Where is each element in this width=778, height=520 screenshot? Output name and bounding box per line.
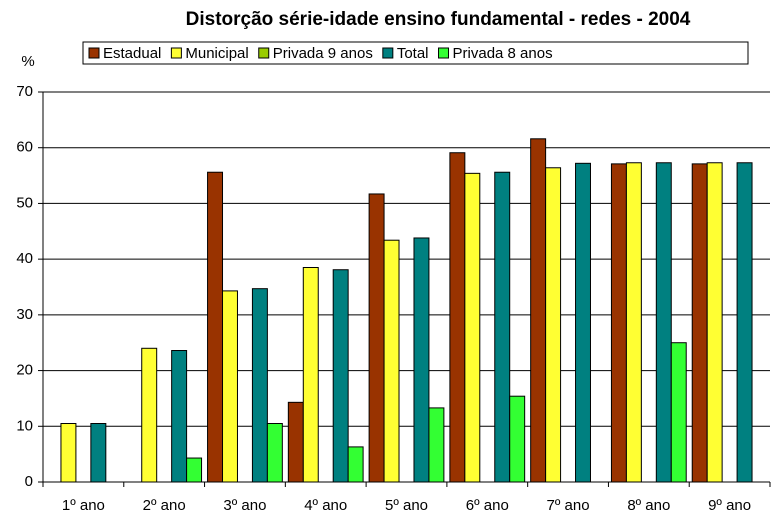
- bar: [90, 423, 107, 483]
- y-tick-label: 10: [16, 417, 33, 434]
- bar: [347, 446, 364, 483]
- bar: [691, 163, 708, 483]
- bar: [368, 193, 385, 483]
- bar: [60, 423, 77, 483]
- x-tick-label: 4º ano: [304, 497, 347, 514]
- bar: [464, 172, 481, 483]
- bar: [575, 162, 591, 483]
- x-tick-label: 2º ano: [143, 497, 186, 514]
- y-tick-label: 60: [16, 139, 33, 156]
- bar: [655, 162, 672, 483]
- x-tick-label: 5º ano: [385, 497, 428, 514]
- bar: [610, 163, 627, 483]
- x-tick-label: 9º ano: [708, 497, 751, 514]
- y-tick-label: 30: [16, 306, 33, 323]
- x-tick-label: 1º ano: [62, 497, 105, 514]
- legend-label: Privada 8 anos: [453, 45, 553, 62]
- bar: [449, 152, 466, 483]
- y-tick-label: 70: [16, 83, 33, 100]
- bar: [428, 407, 445, 483]
- bar: [545, 167, 562, 483]
- bar: [509, 395, 526, 483]
- y-tick-label: 20: [16, 362, 33, 379]
- y-axis-label: %: [21, 53, 34, 70]
- legend-label: Estadual: [103, 45, 161, 62]
- bar: [222, 290, 238, 483]
- legend-label: Privada 9 anos: [273, 45, 373, 62]
- bar: [141, 347, 158, 483]
- bar: [383, 239, 400, 483]
- bar: [171, 350, 188, 483]
- bar: [251, 288, 268, 483]
- x-tick-label: 7º ano: [547, 497, 590, 514]
- legend-swatch: [88, 47, 100, 59]
- bar: [670, 342, 687, 483]
- bar: [266, 423, 283, 483]
- legend-swatch: [438, 47, 450, 59]
- x-tick-label: 8º ano: [627, 497, 670, 514]
- legend-swatch: [382, 47, 394, 59]
- bar: [332, 269, 349, 483]
- bar: [530, 138, 547, 483]
- bar: [287, 401, 304, 483]
- y-tick-label: 50: [16, 194, 33, 211]
- bar: [494, 171, 511, 483]
- legend-label: Total: [397, 45, 429, 62]
- x-tick-label: 6º ano: [466, 497, 509, 514]
- bar: [736, 162, 753, 483]
- legend-swatch: [170, 47, 182, 59]
- y-tick-label: 0: [25, 473, 33, 490]
- bar: [207, 171, 224, 483]
- chart-title: Distorção série-idade ensino fundamental…: [186, 9, 691, 30]
- bar: [706, 162, 723, 483]
- x-tick-label: 3º ano: [223, 497, 266, 514]
- legend-swatch: [258, 47, 270, 59]
- y-tick-label: 40: [16, 250, 33, 267]
- legend-box: [82, 41, 749, 65]
- bar: [625, 162, 642, 483]
- bar: [302, 267, 319, 483]
- bar: [413, 237, 430, 483]
- legend-label: Municipal: [185, 45, 248, 62]
- bar: [186, 457, 203, 483]
